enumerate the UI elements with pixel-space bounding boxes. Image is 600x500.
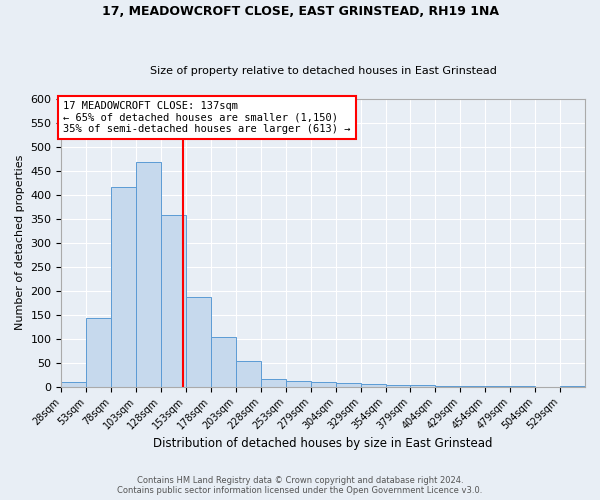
Bar <box>436 386 460 387</box>
Bar <box>560 386 585 387</box>
Text: Contains HM Land Registry data © Crown copyright and database right 2024.
Contai: Contains HM Land Registry data © Crown c… <box>118 476 482 495</box>
X-axis label: Distribution of detached houses by size in East Grinstead: Distribution of detached houses by size … <box>154 437 493 450</box>
Bar <box>61 382 86 387</box>
Text: 17, MEADOWCROFT CLOSE, EAST GRINSTEAD, RH19 1NA: 17, MEADOWCROFT CLOSE, EAST GRINSTEAD, R… <box>101 5 499 18</box>
Bar <box>211 337 236 387</box>
Bar <box>111 188 136 387</box>
Bar <box>161 216 186 387</box>
Bar <box>386 386 410 387</box>
Title: Size of property relative to detached houses in East Grinstead: Size of property relative to detached ho… <box>150 66 497 76</box>
Bar <box>286 381 311 387</box>
Y-axis label: Number of detached properties: Number of detached properties <box>15 155 25 330</box>
Bar <box>136 162 161 387</box>
Bar <box>236 361 261 387</box>
Bar <box>361 384 386 387</box>
Bar <box>311 382 335 387</box>
Bar <box>186 298 211 387</box>
Bar <box>261 378 286 387</box>
Bar <box>86 318 111 387</box>
Bar <box>410 386 436 387</box>
Text: 17 MEADOWCROFT CLOSE: 137sqm
← 65% of detached houses are smaller (1,150)
35% of: 17 MEADOWCROFT CLOSE: 137sqm ← 65% of de… <box>64 101 351 134</box>
Bar <box>335 383 361 387</box>
